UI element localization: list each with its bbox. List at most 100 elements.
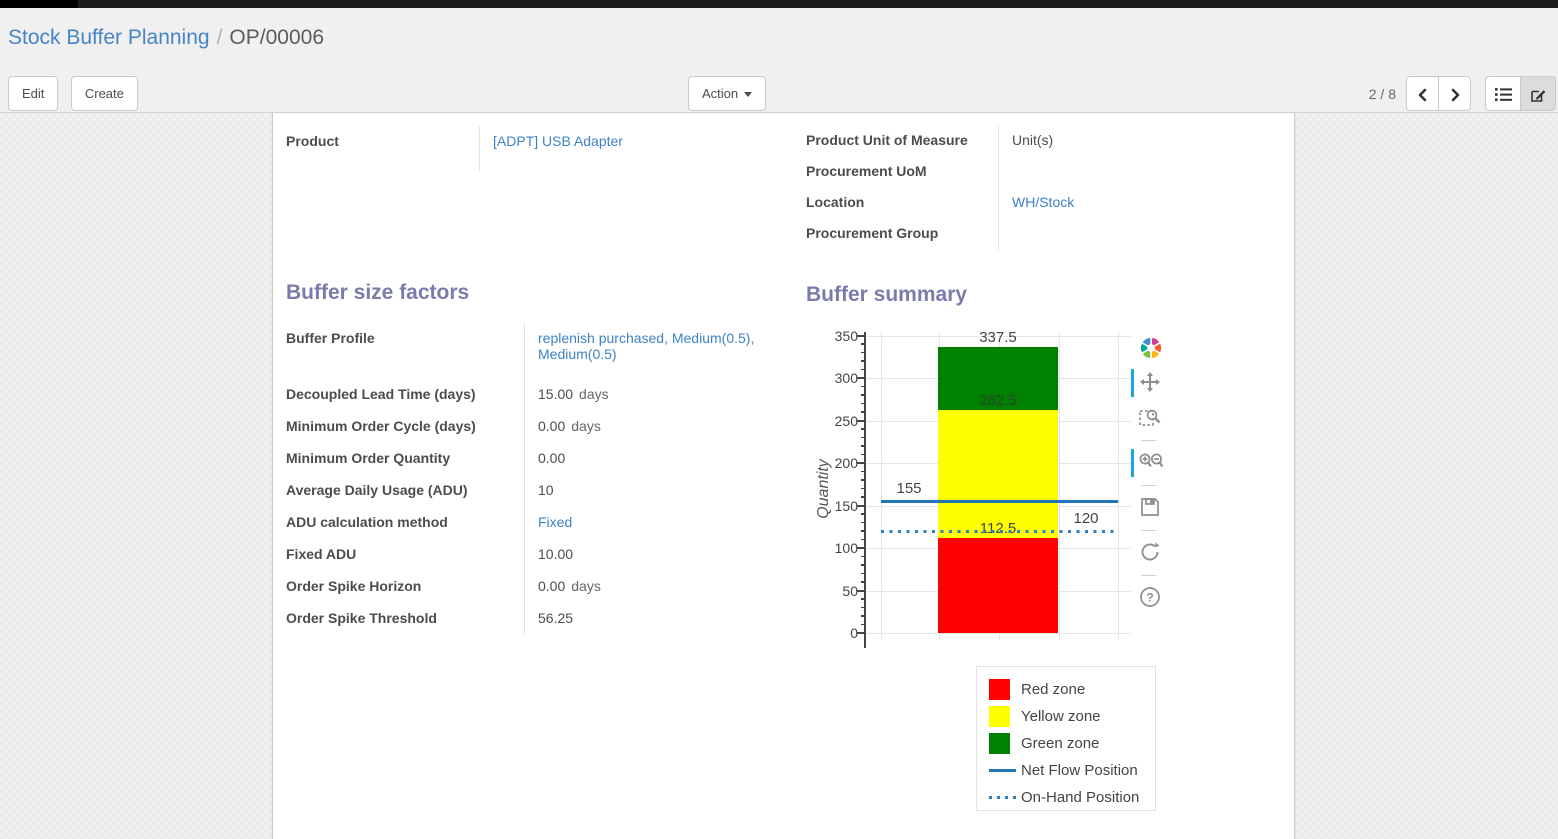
- chevron-left-icon: [1418, 88, 1426, 101]
- y-axis-tick: [857, 462, 865, 465]
- plotly-logo-icon[interactable]: [1138, 335, 1164, 361]
- field-value-product: [ADPT] USB Adapter: [479, 126, 756, 171]
- field-label-location: Location: [806, 194, 865, 210]
- green-zone-swatch: [989, 733, 1010, 754]
- form-sheet: Product [ADPT] USB Adapter Product Unit …: [272, 113, 1295, 839]
- net-flow-position-label: 155: [896, 480, 922, 498]
- y-axis-minor-tick: [861, 564, 865, 566]
- legend-item-net-flow-position[interactable]: Net Flow Position: [989, 757, 1155, 784]
- modebar-active-indicator: [1131, 369, 1134, 397]
- create-button[interactable]: Create: [70, 76, 138, 111]
- green-zone: [938, 346, 1058, 411]
- field-value-adu-method: Fixed: [524, 507, 796, 539]
- legend-item-green-zone[interactable]: Green zone: [989, 730, 1155, 757]
- group-title-buffer-size-factors: Buffer size factors: [286, 281, 470, 304]
- chevron-down-icon: [744, 92, 753, 98]
- pager-next-button[interactable]: [1438, 76, 1471, 111]
- modebar-active-indicator: [1131, 449, 1134, 477]
- content-background: Product [ADPT] USB Adapter Product Unit …: [0, 113, 1558, 839]
- y-axis-minor-tick: [861, 360, 865, 362]
- pager-previous-button[interactable]: [1406, 76, 1439, 111]
- red-zone-swatch: [989, 679, 1010, 700]
- group-product: Product [ADPT] USB Adapter: [286, 126, 756, 171]
- y-axis-tick: [857, 335, 865, 337]
- breadcrumb-parent-link[interactable]: Stock Buffer Planning: [8, 26, 210, 49]
- field-value-adu: 10: [524, 475, 796, 507]
- gridline: [1059, 332, 1060, 640]
- y-axis-tick: [857, 504, 865, 507]
- y-axis-minor-tick: [861, 496, 865, 498]
- breadcrumb: Stock Buffer Planning / OP/00006: [8, 26, 324, 50]
- y-axis-minor-tick: [861, 530, 865, 532]
- field-value-procurement-uom: [998, 157, 1284, 188]
- field-label-adu-method: ADU calculation method: [286, 514, 448, 530]
- field-value-dlt: 15.00 days: [524, 379, 796, 411]
- y-axis-minor-tick: [861, 615, 865, 617]
- list-view-button[interactable]: [1485, 76, 1521, 111]
- product-link[interactable]: [ADPT] USB Adapter: [493, 133, 623, 149]
- legend-item-red-zone[interactable]: Red zone: [989, 676, 1155, 703]
- y-axis-tick-label: 200: [834, 455, 858, 472]
- chevron-right-icon: [1451, 88, 1459, 101]
- group-procurement: Product Unit of Measure Unit(s) Procurem…: [806, 126, 1284, 250]
- y-axis-tick: [857, 547, 865, 550]
- y-axis-minor-tick: [861, 453, 865, 456]
- help-icon[interactable]: ?: [1138, 585, 1164, 611]
- y-axis-minor-tick: [861, 343, 865, 345]
- modebar-separator: [1141, 440, 1156, 441]
- y-axis-minor-tick: [861, 385, 865, 388]
- form-view-button[interactable]: [1520, 76, 1556, 111]
- adu-method-link[interactable]: Fixed: [538, 514, 573, 530]
- red-zone: [938, 537, 1058, 633]
- yellow-zone: [938, 410, 1058, 538]
- svg-text:?: ?: [1146, 591, 1153, 605]
- y-axis-minor-tick: [861, 368, 865, 371]
- field-label-moc: Minimum Order Cycle (days): [286, 418, 476, 434]
- reset-axes-icon[interactable]: [1138, 540, 1164, 566]
- field-label-fixed-adu: Fixed ADU: [286, 546, 357, 562]
- pan-icon[interactable]: [1131, 369, 1164, 397]
- y-axis-tick: [857, 419, 865, 422]
- gridline: [881, 332, 882, 640]
- y-axis-minor-tick: [861, 470, 865, 473]
- y-axis-minor-tick: [861, 513, 865, 515]
- legend-item-on-hand-position[interactable]: On-Hand Position: [989, 784, 1155, 811]
- net-flow-position-line: [881, 500, 1118, 504]
- y-axis-minor-tick: [861, 479, 865, 481]
- form-edit-icon: [1531, 89, 1546, 102]
- save-icon[interactable]: [1138, 495, 1164, 521]
- breadcrumb-current: OP/00006: [229, 26, 324, 49]
- y-axis-minor-tick: [861, 436, 865, 439]
- on-hand-position-line: [881, 530, 1118, 534]
- y-axis-minor-tick: [861, 394, 865, 396]
- y-axis-minor-tick: [861, 428, 865, 430]
- field-value-fixed-adu: 10.00: [524, 539, 796, 571]
- group-buffer-size-factors: Buffer Profile replenish purchased, Medi…: [286, 323, 796, 635]
- field-value-procurement-group: [998, 219, 1284, 250]
- field-value-product-uom: Unit(s): [998, 126, 1284, 157]
- y-axis-minor-tick: [861, 411, 865, 413]
- y-axis-minor-tick: [861, 606, 865, 609]
- edit-button[interactable]: Edit: [8, 76, 59, 111]
- field-label-procurement-group: Procurement Group: [806, 225, 939, 241]
- location-link[interactable]: WH/Stock: [1012, 194, 1075, 210]
- list-icon: [1494, 88, 1512, 102]
- field-label-buffer-profile: Buffer Profile: [286, 330, 375, 346]
- y-axis-tick-label: 150: [834, 497, 858, 514]
- modebar-separator: [1141, 485, 1156, 486]
- legend-item-yellow-zone[interactable]: Yellow zone: [989, 703, 1155, 730]
- field-label-spike-threshold: Order Spike Threshold: [286, 610, 437, 626]
- zoom-in-out-icon[interactable]: [1131, 449, 1164, 477]
- unit-days: days: [571, 578, 601, 594]
- box-zoom-icon[interactable]: [1138, 405, 1164, 431]
- action-dropdown-button[interactable]: Action: [688, 76, 767, 111]
- field-value-spike-threshold: 56.25: [524, 603, 796, 635]
- modebar-separator: [1141, 575, 1156, 576]
- y-axis-tick: [857, 632, 865, 634]
- buffer-profile-link[interactable]: replenish purchased, Medium(0.5), Medium…: [538, 330, 755, 362]
- plot-area[interactable]: 0 50 100 150 200 250 300 350 337.5 262.5 112.5 155 1…: [835, 328, 1131, 648]
- modebar-separator: [1141, 530, 1156, 531]
- y-axis-minor-tick: [861, 521, 865, 524]
- unit-days: days: [571, 418, 601, 434]
